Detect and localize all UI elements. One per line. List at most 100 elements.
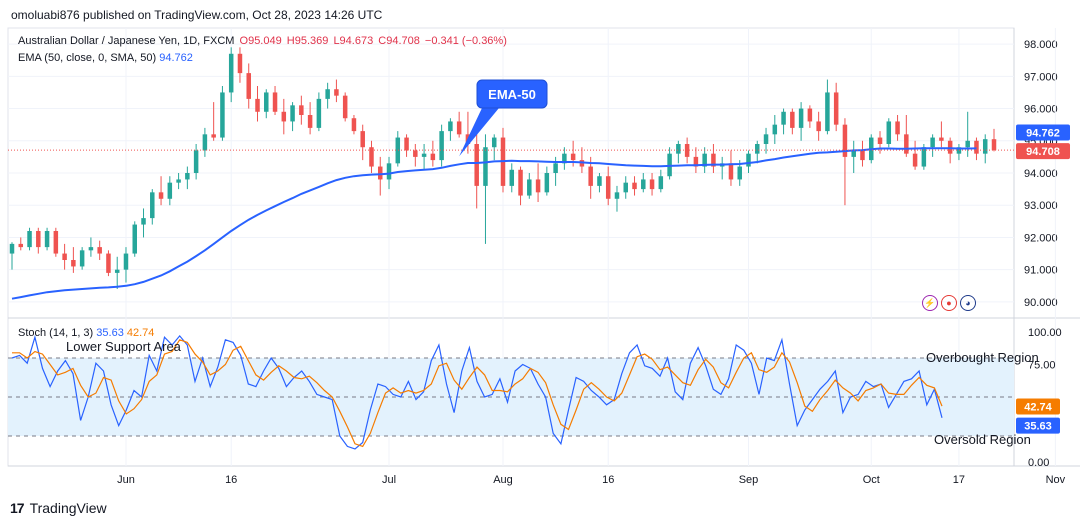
ohlc-legend: Australian Dollar / Japanese Yen, 1D, FX… bbox=[18, 35, 509, 47]
stoch-legend: Stoch (14, 1, 3) 35.63 42.74 bbox=[18, 327, 154, 339]
flash-icon[interactable]: ⚡ bbox=[922, 295, 938, 311]
stoch-k-line bbox=[11, 334, 943, 450]
candle-body bbox=[62, 253, 67, 260]
candle-body bbox=[755, 144, 760, 154]
candle-body bbox=[413, 150, 418, 157]
stoch-d-tag-bg bbox=[1016, 398, 1060, 415]
annotation-lower-support: Lower Support Area bbox=[66, 339, 182, 354]
candle-body bbox=[404, 137, 409, 151]
candle-body bbox=[211, 134, 216, 138]
candle-body bbox=[167, 182, 173, 199]
candle-body bbox=[123, 253, 129, 270]
candle-body bbox=[272, 92, 278, 112]
time-tick-label: Jul bbox=[382, 474, 396, 486]
candle-body bbox=[395, 137, 401, 164]
candle-body bbox=[956, 147, 962, 154]
candle-body bbox=[807, 108, 813, 122]
stoch-tick-label: 0.00 bbox=[1028, 457, 1049, 469]
candle-body bbox=[974, 140, 979, 154]
price-tick-label: 91.000 bbox=[1024, 265, 1058, 277]
candle-body bbox=[658, 176, 664, 190]
candle-body bbox=[228, 53, 234, 93]
candle-body bbox=[614, 192, 620, 199]
ema-label: EMA (50, close, 0, SMA, 50) bbox=[18, 52, 157, 64]
candle-body bbox=[825, 92, 830, 132]
candle-body bbox=[597, 176, 602, 186]
candle-body bbox=[299, 105, 304, 115]
candle-body bbox=[316, 98, 322, 128]
price-tick-label: 98.000 bbox=[1024, 39, 1058, 51]
candle-body bbox=[114, 269, 120, 273]
candle-body bbox=[246, 73, 251, 99]
candle-body bbox=[965, 140, 970, 148]
candle-body bbox=[912, 153, 918, 167]
flag-icon[interactable]: ◕ bbox=[960, 295, 976, 311]
time-tick-label: Nov bbox=[1046, 474, 1066, 486]
low-value: L94.673 bbox=[333, 35, 374, 47]
candle-body bbox=[220, 92, 225, 138]
candle-body bbox=[71, 260, 76, 267]
candle-body bbox=[307, 115, 313, 128]
candle-body bbox=[27, 231, 32, 248]
callout-label: EMA-50 bbox=[488, 87, 536, 102]
price-tick-label: 93.000 bbox=[1024, 200, 1058, 212]
candle-body bbox=[842, 124, 848, 157]
candle-body bbox=[632, 182, 637, 190]
stoch-d-tag: 42.74 bbox=[1024, 401, 1052, 413]
price-tick-label: 97.000 bbox=[1024, 71, 1058, 83]
candle-body bbox=[886, 121, 892, 144]
candle-body bbox=[44, 231, 50, 248]
candle-body bbox=[623, 182, 628, 193]
candle-body bbox=[202, 134, 208, 151]
record-icon[interactable]: ● bbox=[941, 295, 957, 311]
candle-body bbox=[281, 111, 287, 122]
candle-body bbox=[702, 153, 707, 167]
tradingview-logo-icon: 17 bbox=[10, 500, 25, 516]
footer-brand: 17 TradingView bbox=[10, 500, 107, 516]
candle-body bbox=[237, 53, 243, 74]
candle-body bbox=[158, 192, 164, 199]
candle-body bbox=[106, 253, 111, 273]
candle-body bbox=[9, 243, 15, 254]
candle-body bbox=[833, 92, 839, 125]
candle-body bbox=[430, 153, 436, 161]
candle-body bbox=[448, 121, 453, 132]
candle-body bbox=[877, 137, 883, 144]
candle-body bbox=[649, 179, 655, 190]
candle-body bbox=[641, 179, 646, 190]
high-value: H95.369 bbox=[286, 35, 329, 47]
candle-body bbox=[456, 121, 462, 135]
candle-body bbox=[737, 166, 742, 180]
candle-body bbox=[342, 95, 348, 119]
change-value: −0.341 (−0.36%) bbox=[424, 35, 507, 47]
stoch-k-tag: 35.63 bbox=[1024, 421, 1052, 433]
callout-box bbox=[476, 79, 548, 109]
indicator-icons[interactable]: ⚡ ● ◕ bbox=[922, 295, 976, 311]
candle-body bbox=[991, 139, 997, 151]
candle-body bbox=[711, 153, 716, 167]
last-price-tag: 94.708 bbox=[1026, 146, 1060, 158]
candle-body bbox=[360, 131, 365, 148]
stoch-label: Stoch (14, 1, 3) bbox=[18, 327, 94, 339]
candle-body bbox=[518, 169, 523, 196]
time-tick-label: Aug bbox=[493, 474, 513, 486]
ema-price-tag-bg bbox=[1016, 124, 1070, 141]
stoch-band bbox=[8, 358, 1014, 436]
candle-body bbox=[53, 231, 59, 254]
brand-name: TradingView bbox=[29, 500, 107, 516]
candle-body bbox=[255, 98, 260, 112]
stoch-k-tag-bg bbox=[1016, 417, 1060, 434]
candle-body bbox=[895, 121, 900, 135]
candle-body bbox=[676, 144, 681, 154]
candle-body bbox=[421, 153, 427, 157]
candle-body bbox=[18, 243, 24, 248]
candle-body bbox=[553, 163, 558, 173]
candle-body bbox=[746, 153, 751, 167]
time-tick-label: 17 bbox=[953, 474, 965, 486]
candle-body bbox=[369, 147, 374, 167]
time-tick-label: Sep bbox=[739, 474, 759, 486]
time-tick-label: 16 bbox=[602, 474, 614, 486]
candle-body bbox=[527, 179, 532, 196]
candle-body bbox=[88, 247, 94, 251]
